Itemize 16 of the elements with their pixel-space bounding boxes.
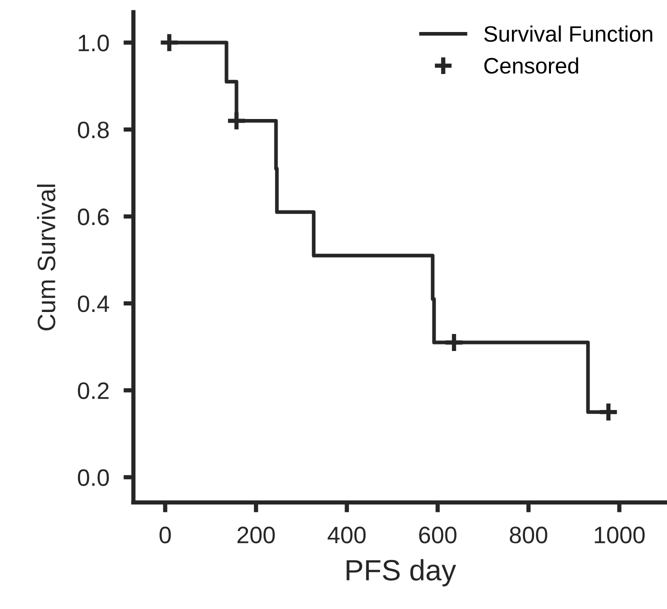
legend-label: Survival Function [484,26,652,42]
x-tick-label: 400 [328,526,366,544]
y-tick-label: 0.4 [78,295,110,312]
x-axis-title: PFS day [346,559,456,586]
y-tick-label: 0.6 [78,208,109,226]
y-axis-title: Cum Survival [37,184,56,330]
y-tick-label: 0.8 [78,122,109,138]
x-tick-label: 0 [160,526,171,544]
y-tick-label: 1.0 [78,34,109,52]
x-tick-label: 1000 [594,526,645,544]
y-tick-label: 0.0 [78,469,109,486]
x-tick-label: 600 [419,526,456,544]
legend-label: Censored [484,57,578,74]
x-tick-label: 200 [238,526,275,544]
y-tick-label: 0.2 [78,382,109,400]
x-tick-label: 800 [510,526,548,544]
